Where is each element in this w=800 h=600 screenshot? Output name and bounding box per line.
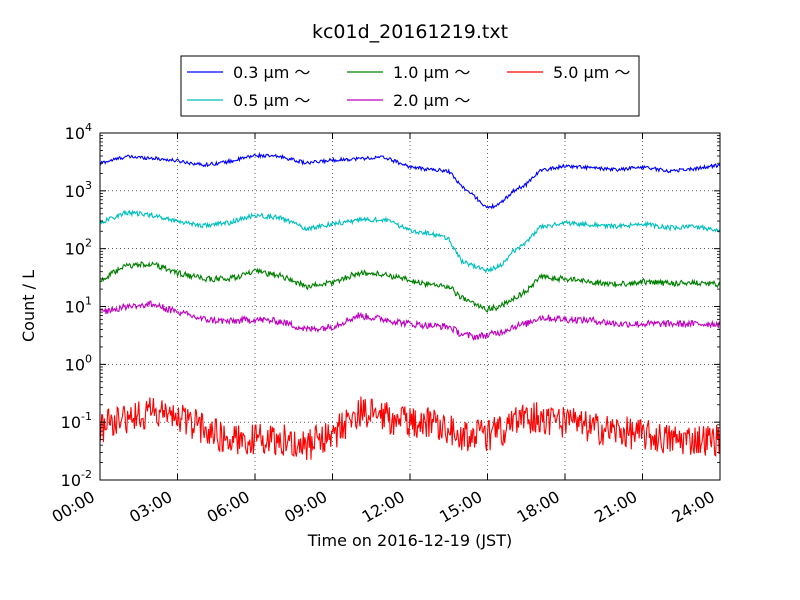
- legend-box: [180, 55, 640, 117]
- y-tick-label: 100: [65, 352, 92, 374]
- series-line: [99, 209, 721, 274]
- y-tick-label: 10-1: [61, 410, 92, 432]
- series-lines: [99, 151, 721, 461]
- y-tick-label: 102: [65, 237, 92, 259]
- legend-label: 2.0 μm ～: [393, 91, 470, 110]
- x-axis-label: Time on 2016-12-19 (JST): [307, 531, 512, 550]
- legend-label: 5.0 μm ～: [553, 63, 630, 82]
- legend-label: 1.0 μm ～: [393, 63, 470, 82]
- series-line: [99, 151, 721, 210]
- y-tick-label: 101: [65, 295, 92, 317]
- series-line: [99, 300, 721, 342]
- y-tick-label: 103: [65, 179, 92, 201]
- y-tick-label: 10-2: [61, 468, 92, 490]
- legend-label: 0.3 μm ～: [233, 63, 310, 82]
- legend-label: 0.5 μm ～: [233, 91, 310, 110]
- y-axis-label: Count / L: [19, 270, 38, 342]
- y-tick-label: 104: [65, 121, 92, 143]
- series-line: [99, 260, 721, 313]
- legend: 0.3 μm ～ 0.5 μm ～ 1.0 μm ～ 2.0 μm ～ 5.0 μm ～: [180, 55, 640, 117]
- chart-title: kc01d_20161219.txt: [312, 21, 508, 43]
- series-line: [99, 396, 721, 461]
